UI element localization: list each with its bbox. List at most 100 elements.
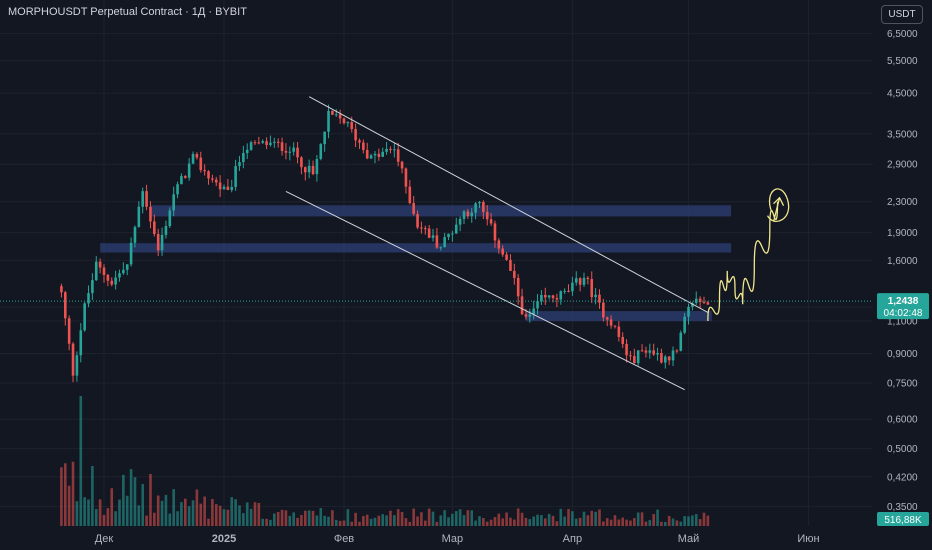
- volume-bar: [369, 518, 373, 526]
- volume-bar: [311, 510, 315, 526]
- price-tick-label: 0,3500: [887, 502, 918, 513]
- candle-body: [652, 350, 655, 355]
- volume-bar: [652, 514, 655, 526]
- volume-bar: [571, 511, 574, 526]
- price-tick-label: 0,9000: [887, 349, 918, 360]
- volume-bar: [331, 510, 334, 526]
- volume-bar: [447, 517, 450, 526]
- last-price-value: 1,2438: [888, 296, 919, 307]
- volume-bar: [671, 518, 675, 526]
- volume-bar: [478, 516, 481, 526]
- volume-bar: [156, 495, 160, 526]
- volume-bar: [482, 518, 485, 526]
- candle-body: [199, 157, 203, 171]
- candle-body: [187, 163, 191, 178]
- candle-body: [300, 157, 303, 168]
- candle-body: [265, 141, 268, 146]
- price-tick-label: 2,3000: [887, 197, 918, 208]
- volume-bar: [153, 512, 156, 526]
- candle-body: [303, 167, 307, 173]
- candle-body: [211, 178, 214, 180]
- candle-body: [125, 264, 129, 270]
- volume-bar: [694, 514, 698, 526]
- volume-bar: [505, 512, 508, 526]
- currency-button[interactable]: USDT: [881, 5, 923, 24]
- volume-bar: [327, 516, 330, 526]
- candle-body: [323, 131, 326, 145]
- candle-countdown: 04:02:48: [884, 308, 923, 319]
- candle-body: [226, 186, 230, 190]
- volume-bar: [586, 515, 590, 526]
- zone-rect: [100, 243, 732, 253]
- candle-body: [91, 280, 94, 294]
- volume-bar: [660, 521, 663, 526]
- volume-bar: [164, 494, 168, 526]
- candle-body: [358, 140, 361, 143]
- time-tick-label: Май: [678, 533, 700, 545]
- volume-bar: [663, 521, 667, 526]
- projection-arrow: [772, 196, 785, 222]
- time-tick-label: Июн: [797, 533, 819, 545]
- volume-bar: [454, 511, 458, 526]
- candle-body: [284, 151, 288, 153]
- price-tick-label: 1,1000: [887, 317, 918, 328]
- candle-body: [493, 223, 497, 241]
- channel-line: [285, 191, 685, 391]
- candle-body: [280, 142, 284, 152]
- candle-body: [675, 350, 679, 352]
- candle-body: [567, 290, 570, 292]
- volume-bar: [214, 504, 218, 526]
- candle-body: [513, 270, 516, 278]
- candle-body: [365, 149, 369, 159]
- candle-body: [663, 356, 667, 363]
- volume-bar: [489, 519, 493, 526]
- volume-bar: [543, 518, 547, 526]
- volume-bar: [168, 513, 172, 526]
- volume-bar: [222, 509, 226, 526]
- candle-body: [489, 219, 493, 224]
- candle-body: [594, 294, 597, 298]
- volume-bar: [238, 505, 241, 526]
- candle-body: [207, 171, 210, 179]
- volume-bar: [605, 518, 609, 526]
- candle-body: [516, 277, 520, 297]
- candle-body: [540, 295, 543, 302]
- candle-body: [660, 352, 663, 363]
- candle-body: [129, 242, 133, 265]
- candle-body: [393, 149, 396, 151]
- candle-body: [222, 186, 226, 190]
- volume-bar: [540, 515, 543, 526]
- volume-bar: [691, 515, 694, 526]
- volume-bar: [307, 510, 311, 526]
- candle-body: [435, 235, 439, 248]
- volume-bar: [547, 513, 551, 526]
- volume-bar: [187, 506, 191, 526]
- volume-bar: [687, 516, 690, 526]
- volume-bar: [273, 513, 276, 526]
- price-tick-label: 5,5000: [887, 56, 918, 67]
- volume-bar: [377, 515, 381, 526]
- volume-bar: [172, 489, 175, 526]
- candle-body: [605, 317, 609, 320]
- volume-bar: [280, 509, 284, 526]
- volume-bar: [207, 518, 210, 526]
- candle-body: [307, 165, 311, 173]
- volume-bar: [621, 517, 625, 526]
- candle-body: [245, 149, 249, 154]
- volume-bar: [265, 518, 268, 526]
- volume-bar: [385, 515, 388, 526]
- volume-bar: [516, 508, 520, 526]
- time-axis-bg[interactable]: [0, 526, 932, 550]
- candle-body: [203, 170, 206, 172]
- candle-body: [75, 355, 79, 376]
- candle-body: [586, 277, 590, 280]
- volume-bar: [176, 511, 179, 526]
- price-tick-label: 6,5000: [887, 29, 918, 40]
- volume-bar: [423, 520, 427, 526]
- volume-bar: [191, 500, 195, 526]
- price-axis-bg[interactable]: [873, 0, 932, 526]
- volume-bar: [257, 502, 261, 526]
- price-tick-label: 0,6000: [887, 415, 918, 426]
- volume-bar: [536, 514, 539, 526]
